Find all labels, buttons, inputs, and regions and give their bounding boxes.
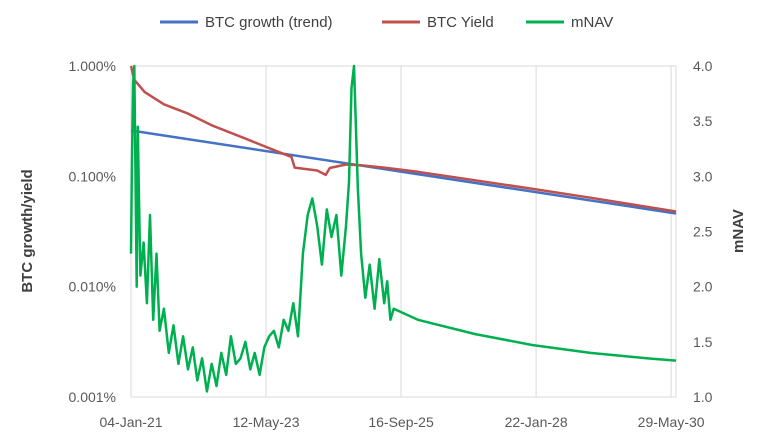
right-tick-label: 2.5 [693,224,713,240]
x-tick-label: 29-May-30 [638,414,705,430]
right-tick-label: 3.5 [693,113,713,129]
x-tick-label: 22-Jan-28 [505,414,568,430]
left-tick-label: 0.010% [69,279,116,295]
right-tick-label: 3.0 [693,168,713,184]
right-axis-title: mNAV [730,209,747,253]
grid [130,66,672,397]
right-axis-ticks: 1.0 1.5 2.0 2.5 3.0 3.5 4.0 [693,58,713,405]
legend-label: BTC Yield [427,14,494,31]
right-tick-label: 2.0 [693,279,713,295]
legend-label: mNAV [571,14,613,31]
right-tick-label: 1.5 [693,334,713,350]
left-axis-title: BTC growth/yield [19,169,36,292]
legend: BTC growth (trend) BTC Yield mNAV [160,14,613,31]
legend-label: BTC growth (trend) [205,14,333,31]
right-tick-label: 1.0 [693,389,713,405]
left-axis-ticks: 0.001% 0.010% 0.100% 1.000% [69,58,116,405]
series-line-mnav [129,64,677,393]
x-axis-ticks: 04-Jan-21 12-May-23 16-Sep-25 22-Jan-28 29-M… [99,414,704,430]
left-tick-label: 0.001% [69,389,116,405]
left-tick-label: 1.000% [69,58,116,74]
series-line-btc-yield [129,65,677,213]
series-layer [129,64,677,393]
left-tick-label: 0.100% [69,168,116,184]
x-tick-label: 04-Jan-21 [99,414,162,430]
series-line-btc-growth-trend [130,129,677,215]
right-tick-label: 4.0 [693,58,713,74]
x-tick-label: 16-Sep-25 [368,414,434,430]
plot-area [130,65,677,398]
x-tick-label: 12-May-23 [233,414,300,430]
